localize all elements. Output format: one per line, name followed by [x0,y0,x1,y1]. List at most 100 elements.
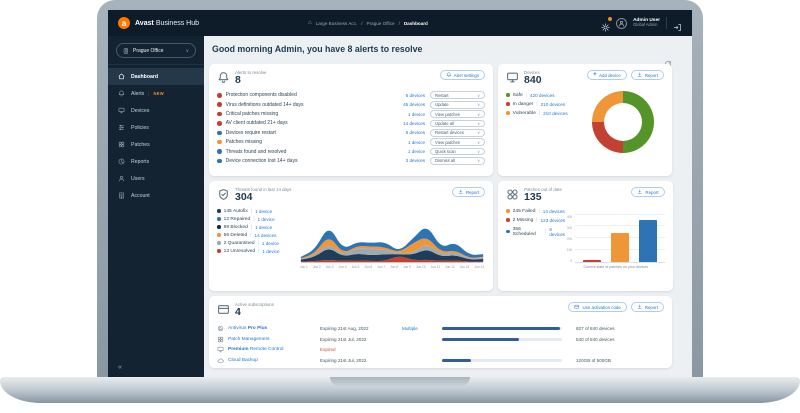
subscriptions-report-button[interactable]: Report [630,302,664,312]
alert-action-select[interactable]: Update all ∨ [430,119,486,128]
breadcrumb-item-account[interactable]: Large Business Acc. [315,20,358,26]
bar-failed [610,232,629,262]
plus-icon: + [593,72,597,78]
alert-devices-link[interactable]: 14 devices [403,120,426,126]
add-device-button[interactable]: + Add device [587,70,627,80]
alert-row: Critical patches missing 1 device View pat… [217,109,486,118]
legend-item: 2 Quarantined | 1 device [217,241,299,246]
avatar[interactable] [616,17,628,29]
topbar-actions: Admin User Global Admin [601,17,682,29]
legend-value-link[interactable]: 1 device [257,216,275,222]
legend-value-link[interactable]: 14 devices [254,232,277,238]
alerts-list: Protection components disabled 6 devices R… [217,91,486,166]
alert-severity-icon [217,149,222,154]
alert-action-select[interactable]: Dismiss all ∨ [430,157,486,165]
subscription-expiry: Expiring 21st Jul, 2022 [320,357,367,363]
x-axis-label: Jun 9 [403,264,411,269]
alert-devices-link[interactable]: 1 device [407,149,426,155]
legend-dot [506,218,510,222]
breadcrumb-item-site[interactable]: Prague Office [366,20,395,26]
alert-action-select[interactable]: View patches ∨ [430,110,486,118]
subscription-name-link[interactable]: Antivirus Pro Plus [228,326,268,332]
subscription-extra-link[interactable]: Multiple [402,326,418,332]
devices-donut-chart [592,90,654,153]
sidebar-item-account[interactable]: Account [108,187,204,204]
alert-devices-link[interactable]: 6 devices [405,130,426,136]
alert-action-select[interactable]: View patches ∨ [430,138,486,147]
badge-separator: | [148,91,150,96]
alerts-count: 8 [235,74,241,86]
subscription-name-link[interactable]: Patch Management [228,336,270,342]
subscription-name-link[interactable]: Cloud Backup [228,357,258,363]
sidebar-item-users[interactable]: Users [108,170,204,187]
shield-icon [217,188,230,201]
legend-dot [506,229,510,234]
legend-dot [217,233,221,237]
user-menu[interactable]: Admin User Global Admin [633,18,660,29]
legend-value-link[interactable]: 1 device [262,248,280,254]
gear-icon[interactable] [601,17,612,28]
site-selector[interactable]: Prague Office ∨ [116,43,196,58]
x-axis-label: Jun 13 [459,264,470,269]
legend-dot [506,93,510,97]
alert-settings-button[interactable]: Alert settings [439,70,486,80]
breadcrumb: ⌂ Large Business Acc. / Prague Office / … [308,20,428,26]
use-activation-code-button[interactable]: Use activation code [568,302,627,312]
alert-devices-link[interactable]: 1 device [407,139,426,145]
alert-devices-link[interactable]: 3 devices [405,158,426,164]
sidebar-item-devices[interactable]: Devices [108,102,204,119]
x-axis-label: Jun 7 [377,264,386,269]
legend-value-link[interactable]: 210 devices [543,110,568,116]
collapse-sidebar-button[interactable]: « [118,364,122,371]
legend-value-link[interactable]: 420 devices [529,92,555,98]
alert-action-select[interactable]: Quick scan ∨ [430,147,486,156]
alert-devices-link[interactable]: 6 devices [405,92,426,98]
legend-value-link[interactable]: 1 device [261,240,279,246]
y-axis-label: 400 [566,214,573,219]
devices-report-button[interactable]: Report [630,70,664,80]
alert-devices-link[interactable]: 45 devices [403,102,426,108]
patches-card-label: Patches out of date [524,187,562,192]
gridline [575,213,665,215]
legend-value-link[interactable]: 123 devices [540,217,566,223]
home-icon[interactable]: ⌂ [308,20,312,26]
bar-plot [575,213,665,263]
legend-value-link[interactable]: 1 device [255,224,273,230]
new-badge: NEW [153,91,164,96]
chevron-down-icon: ∨ [477,139,481,145]
subscription-usage-bar [442,358,562,362]
alert-devices-link[interactable]: 1 device [407,111,426,117]
subscription-expiry: Expired [320,347,336,353]
antivirus-icon [217,325,224,332]
subscription-name-link[interactable]: Premium Remote Control [228,347,284,353]
patches-report-button[interactable]: Report [631,187,665,197]
gridline [575,225,665,227]
legend-dot [217,241,221,245]
patch-icon [506,188,519,201]
alert-action-select[interactable]: Restart ∨ [430,91,486,100]
threats-report-button[interactable]: Report [451,187,486,197]
download-icon [637,189,643,195]
sidebar-item-policies[interactable]: Policies [108,119,204,136]
dashboard-content: Good morning Admin, you have 8 alerts to… [204,36,692,377]
x-axis-label: Jun 2 [312,264,321,269]
alert-severity-icon [217,130,222,136]
legend-value-link[interactable]: 210 devices [540,101,566,107]
legend-value-link[interactable]: 6 devices [549,226,565,237]
legend-value-link[interactable]: 1 device [255,208,273,214]
refresh-icon[interactable] [664,55,672,63]
y-axis-label: 0 [570,258,573,263]
alerts-card: Alerts to resolve 8 Alert settings Prote… [209,64,494,176]
laptop-notch [330,377,470,386]
sidebar-item-alerts[interactable]: Alerts | NEW [108,85,204,102]
alert-action-select[interactable]: Update ∨ [430,100,486,109]
y-axis-label: 300 [566,225,573,230]
sidebar-item-dashboard[interactable]: Dashboard [108,68,204,85]
logout-icon[interactable] [673,19,682,28]
sidebar-item-patches[interactable]: Patches [108,136,204,153]
chevron-down-icon: ∨ [477,158,481,164]
sidebar-item-reports[interactable]: Reports [108,153,204,170]
alert-action-select[interactable]: Restart devices ∨ [430,128,486,137]
legend-value-link[interactable]: 14 devices [542,208,565,214]
